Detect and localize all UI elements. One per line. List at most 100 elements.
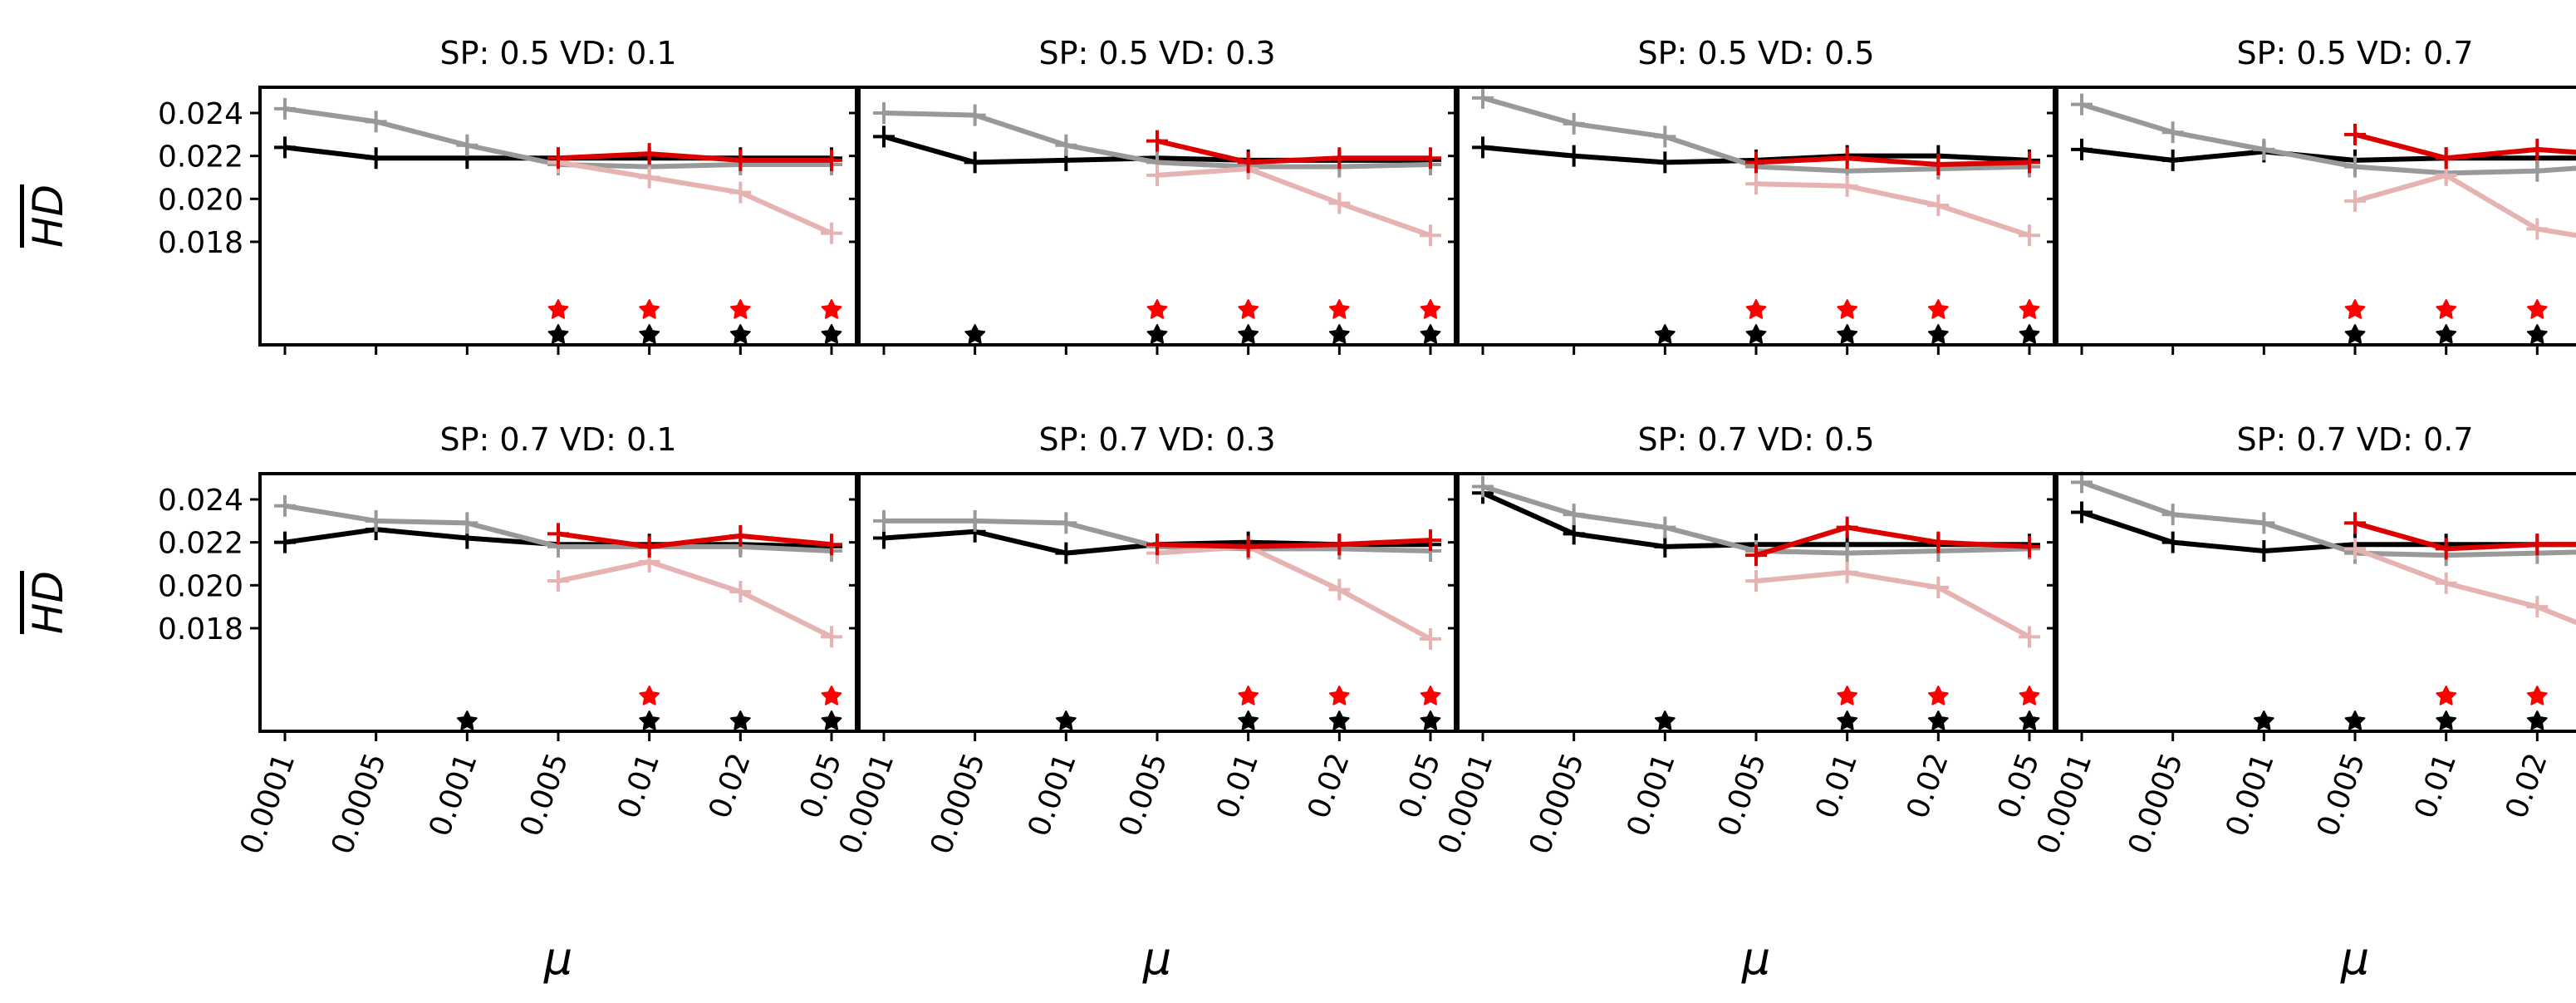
data-point-red [1146, 533, 1168, 556]
data-point-red [1745, 151, 1767, 174]
data-point-gray [456, 512, 478, 534]
significance-star-black [1837, 710, 1858, 730]
data-point-red [1328, 147, 1351, 170]
x-tick-label: 0.01 [2408, 749, 2463, 823]
data-point-gray [1563, 504, 1585, 526]
significance-star-black [1420, 710, 1441, 730]
data-point-black [2071, 501, 2093, 524]
significance-star-red [1420, 686, 1441, 706]
data-point-black [2071, 138, 2093, 160]
significance-star-red [1745, 299, 1767, 319]
significance-star-red [1146, 299, 1168, 319]
subplot-title: SP: 0.5 VD: 0.3 [1039, 35, 1276, 71]
data-point-black [1654, 151, 1676, 174]
subplot-8: SP: 0.7 VD: 0.70.0001 0.0005 0.001 0.005 0.0… [2031, 421, 2576, 858]
significance-star-red [729, 299, 751, 319]
significance-star-red [1420, 299, 1441, 319]
data-point-gray [274, 494, 296, 517]
significance-star-black [1927, 710, 1949, 730]
significance-star-black [1238, 710, 1259, 730]
data-point-gray [964, 509, 986, 532]
data-point-red [729, 524, 752, 547]
x-axis-label: μ [2340, 932, 2369, 985]
significance-star-black [2436, 324, 2457, 344]
data-point-pink [1328, 192, 1351, 214]
data-point-red [821, 149, 842, 171]
data-point-gray [873, 102, 895, 124]
significance-star-red [2526, 686, 2548, 706]
subplot-title: SP: 0.7 VD: 0.3 [1039, 421, 1276, 458]
series-line-red [557, 151, 832, 163]
significance-star-black [1745, 324, 1767, 344]
data-point-red [1836, 516, 1858, 538]
x-tick-label: 0.0005 [2122, 749, 2191, 858]
significance-star-black [639, 710, 660, 730]
subplot-title: SP: 0.7 VD: 0.1 [440, 421, 677, 458]
data-point-gray [873, 509, 895, 532]
significance-star-red [821, 299, 842, 319]
data-point-gray [1472, 86, 1494, 109]
data-point-pink [2526, 218, 2549, 240]
data-point-pink [729, 581, 752, 603]
subplot-7: SP: 0.7 VD: 0.50.0001 0.0005 0.001 0.005 0.0… [1432, 421, 2056, 858]
series-line-pink [557, 558, 833, 640]
series-line-red [1755, 155, 2030, 167]
plot-frame [1456, 472, 2056, 733]
x-tick-label: 0.005 [1113, 749, 1175, 841]
significance-star-black [1238, 324, 1259, 344]
significance-star-black [729, 710, 751, 730]
significance-star-red [639, 299, 660, 319]
data-point-black [1563, 523, 1585, 545]
plot-frame [2055, 472, 2576, 733]
series-line-pink [2354, 172, 2576, 238]
x-tick-label: 0.0005 [925, 749, 993, 858]
x-axis-label: μ [1142, 932, 1171, 985]
series-line-gray [2081, 101, 2576, 176]
subplot-2: SP: 0.5 VD: 0.3 [849, 35, 1457, 355]
data-point-black [964, 151, 986, 174]
y-tick-label: 0.018 [158, 612, 243, 647]
significance-star-black [2344, 324, 2366, 344]
data-point-pink [1927, 576, 1950, 598]
significance-star-black [821, 324, 842, 344]
subplot-title: SP: 0.5 VD: 0.5 [1638, 35, 1875, 71]
significance-star-black [2253, 710, 2274, 730]
data-point-black [1654, 535, 1676, 558]
data-point-red [2435, 538, 2457, 560]
significance-star-black [1654, 710, 1676, 730]
x-tick-label: 0.05 [794, 749, 849, 823]
subplot-title: SP: 0.7 VD: 0.5 [1638, 421, 1875, 458]
significance-star-red [2526, 299, 2548, 319]
x-tick-label: 0.02 [1901, 749, 1955, 823]
data-point-pink [2019, 224, 2040, 247]
data-point-pink [638, 166, 660, 189]
y-tick-label: 0.018 [158, 226, 243, 260]
significance-star-red [547, 299, 569, 319]
significance-star-red [1927, 686, 1949, 706]
series-line-pink [557, 160, 833, 236]
subplot-6: SP: 0.7 VD: 0.30.0001 0.0005 0.001 0.005 0.0… [833, 421, 1457, 858]
y-tick-label: 0.020 [158, 183, 243, 217]
data-point-black [2161, 531, 2184, 553]
x-tick-label: 0.01 [611, 749, 666, 823]
subplot-3: SP: 0.5 VD: 0.5 [1448, 35, 2056, 355]
x-tick-label: 0.01 [1809, 749, 1864, 823]
significance-star-red [1328, 299, 1350, 319]
series-line-pink [1755, 181, 2030, 238]
data-point-gray [1472, 475, 1494, 498]
series-line-red [2354, 520, 2576, 552]
data-point-gray [2161, 504, 2184, 526]
significance-star-red [1328, 686, 1350, 706]
significance-star-black [2526, 710, 2548, 730]
data-point-gray [456, 134, 478, 156]
data-point-red [1328, 533, 1351, 556]
data-point-gray [2071, 93, 2093, 116]
data-point-red [638, 143, 660, 165]
data-point-black [2253, 540, 2275, 562]
significance-star-black [1654, 324, 1676, 344]
x-tick-label: 0.02 [2500, 749, 2554, 823]
significance-star-red [2436, 299, 2457, 319]
data-point-gray [365, 509, 387, 532]
data-point-red [821, 533, 842, 556]
data-point-red [547, 523, 569, 545]
